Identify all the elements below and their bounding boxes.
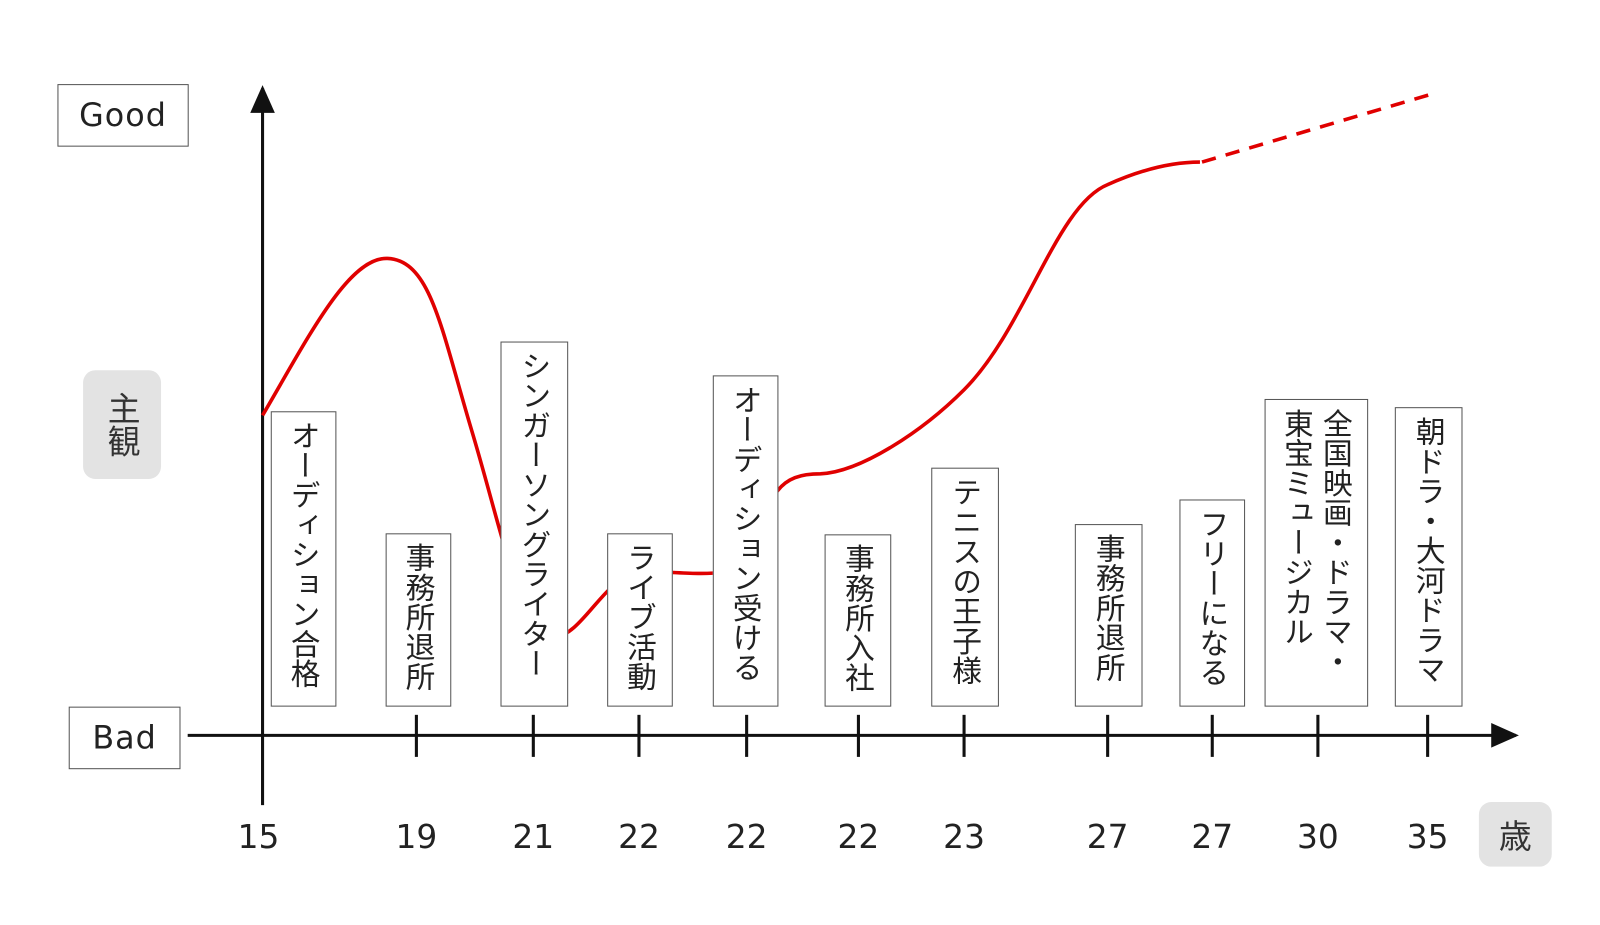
age-label: 22 <box>725 817 768 857</box>
event-label: 事務所退所 <box>401 542 436 692</box>
good-label: Good <box>57 84 189 147</box>
future-curve <box>1201 92 1432 164</box>
event-label: 事務所入社 <box>840 543 876 693</box>
event-label: オーディション合格 <box>286 420 322 689</box>
y-axis-title: 主観 <box>83 370 162 479</box>
life-curve <box>261 160 1200 640</box>
ticks <box>414 714 1430 757</box>
age-label: 23 <box>943 817 985 857</box>
event-box: 事務所退所 <box>385 533 452 707</box>
event-box: テニスの王子様 <box>931 467 999 707</box>
event-label: 全国映画・ドラマ・ <box>1318 408 1354 676</box>
age-label: 21 <box>512 817 555 857</box>
event-label: フリーになる <box>1194 508 1230 688</box>
event-box: シンガーソングライター <box>500 341 569 707</box>
bad-label: Bad <box>68 706 181 770</box>
age-label: 15 <box>237 817 280 857</box>
age-label: 30 <box>1297 817 1339 857</box>
event-box: 事務所退所 <box>1074 524 1143 707</box>
event-box: フリーになる <box>1179 499 1246 707</box>
event-label: シンガーソングライター <box>516 350 552 678</box>
event-label: ライブ活動 <box>622 542 658 692</box>
age-label: 22 <box>837 817 880 857</box>
event-box: 事務所入社 <box>824 534 892 707</box>
event-box: オーディション合格 <box>270 411 337 707</box>
x-axis-unit: 歳 <box>1478 802 1552 867</box>
event-label: 事務所退所 <box>1091 533 1127 683</box>
event-label: オーディション受ける <box>728 384 764 683</box>
event-box: ライブ活動 <box>607 533 673 707</box>
age-label: 19 <box>395 817 438 857</box>
event-label: 朝ドラ・大河ドラマ <box>1411 416 1447 685</box>
event-box: 朝ドラ・大河ドラマ <box>1394 407 1463 707</box>
event-box: 全国映画・ドラマ・ 東宝ミュージカル <box>1264 398 1369 707</box>
age-label: 35 <box>1406 817 1449 857</box>
event-box: オーディション受ける <box>712 375 779 707</box>
age-label: 22 <box>618 817 660 857</box>
event-label: 東宝ミュージカル <box>1279 408 1315 647</box>
age-label: 27 <box>1191 817 1234 857</box>
age-label: 27 <box>1086 817 1129 857</box>
event-label: テニスの王子様 <box>947 476 983 686</box>
